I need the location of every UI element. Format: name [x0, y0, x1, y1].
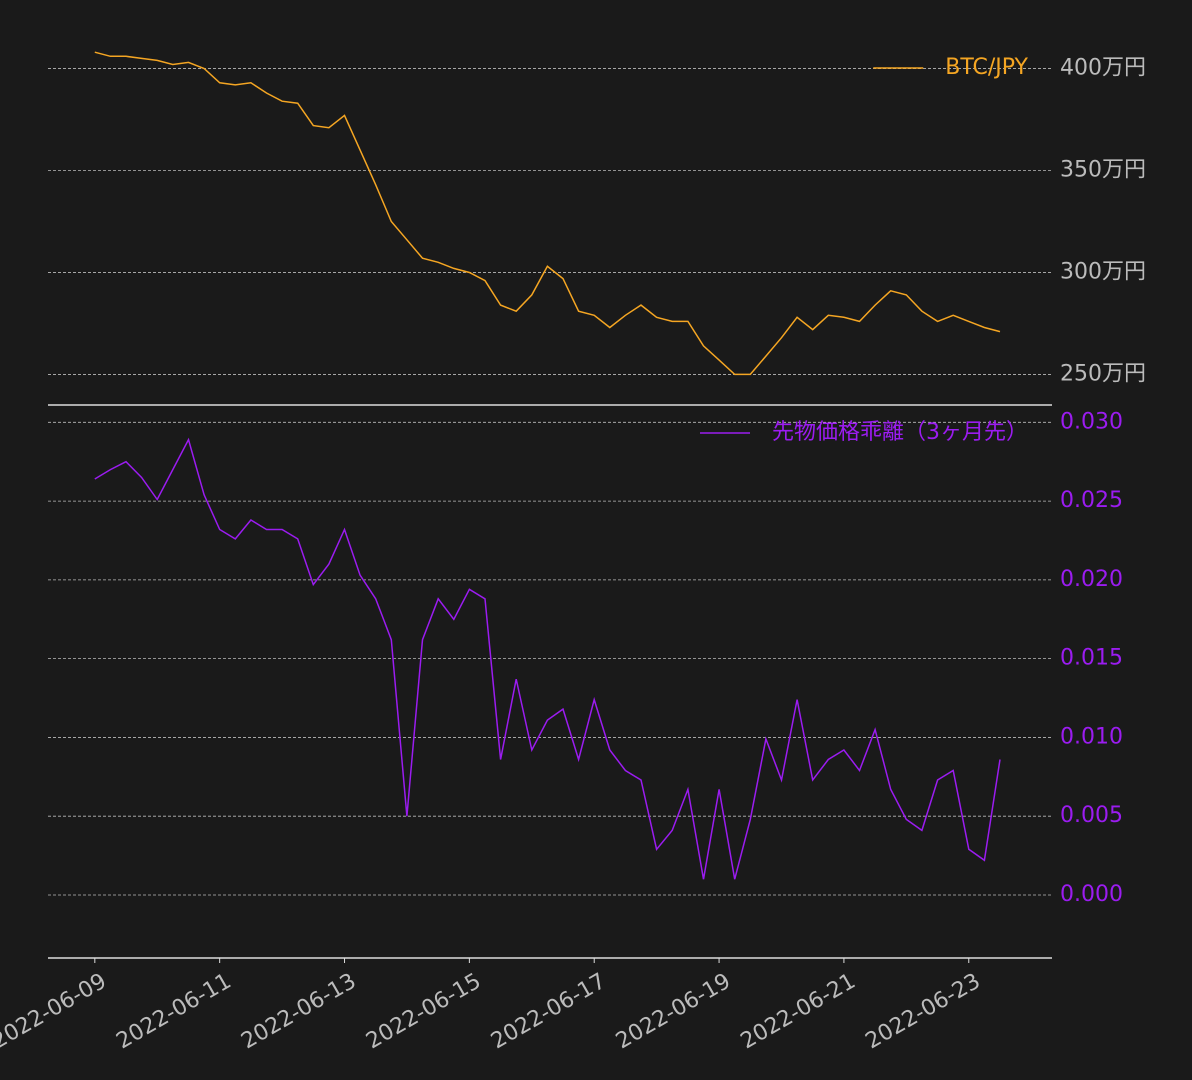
y-tick-label: 0.020: [1060, 567, 1123, 592]
y-tick-label: 250万円: [1060, 361, 1146, 386]
y-tick-label: 400万円: [1060, 56, 1146, 81]
y-tick-label: 300万円: [1060, 259, 1146, 284]
y-tick-label: 350万円: [1060, 158, 1146, 183]
y-tick-label: 0.025: [1060, 488, 1123, 513]
data-line: [94, 437, 1001, 880]
y-tick-label: 0.000: [1060, 882, 1123, 907]
legend-label: 先物価格乖離（3ヶ月先）: [772, 420, 1028, 445]
y-tick-label: 0.030: [1060, 409, 1123, 434]
data-line: [94, 51, 1001, 376]
legend-label: BTC/JPY: [945, 55, 1028, 80]
y-tick-label: 0.010: [1060, 724, 1123, 749]
y-tick-label: 0.005: [1060, 803, 1123, 828]
y-tick-label: 0.015: [1060, 646, 1123, 671]
